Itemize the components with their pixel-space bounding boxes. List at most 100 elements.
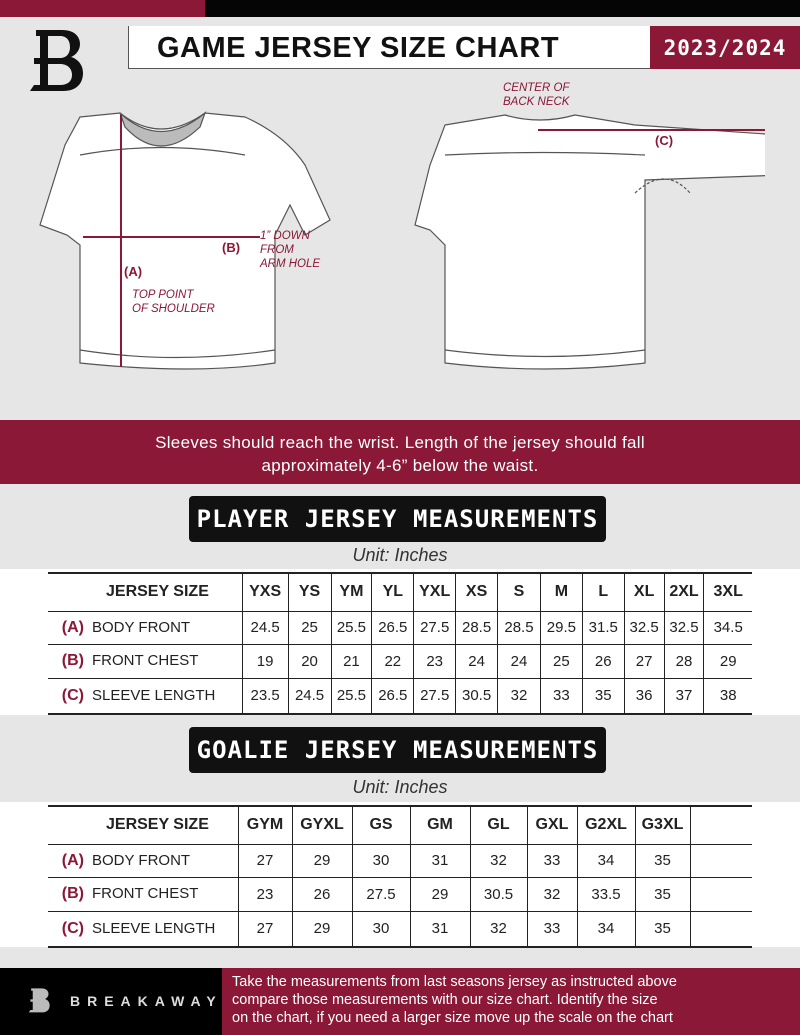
table-cell: 38 [703, 677, 752, 715]
size-header: GYM [237, 805, 293, 845]
breakaway-logo-icon [30, 30, 83, 91]
table-cell [689, 910, 752, 948]
row-label: (A) BODY FRONT [48, 843, 239, 878]
table-cell: 24 [497, 643, 541, 679]
table-cell: 29 [409, 876, 471, 912]
row-label: (B) FRONT CHEST [48, 876, 239, 912]
table-cell [689, 843, 752, 878]
label-c: (C) [655, 133, 674, 148]
size-header: GL [469, 805, 528, 845]
row-letter: (B) [61, 885, 84, 902]
table-cell: 37 [663, 677, 705, 715]
table-cell: 34 [576, 843, 636, 878]
row-letter: (A) [61, 618, 84, 636]
table-cell: 35 [634, 843, 691, 878]
note-c: CENTER OF BACK NECK [503, 82, 570, 108]
table-header-row: JERSEY SIZE GYM GYXL GS GM GL GXL G2XL G3XL [48, 805, 752, 845]
size-header: GM [409, 805, 471, 845]
size-header: L [581, 572, 625, 612]
table-row: (B) FRONT CHEST 23 26 27.5 29 30.5 32 33.5 35 [48, 876, 752, 912]
size-header: GYXL [291, 805, 353, 845]
instructions-band: Sleeves should reach the wrist. Length o… [0, 420, 800, 484]
table-cell: 28.5 [455, 610, 499, 645]
jersey-diagram [39, 111, 765, 370]
table-header-row: JERSEY SIZE YXS YS YM YL YXL XS S M L XL 2XL 3XL [48, 572, 752, 612]
table-cell: 33 [526, 910, 578, 948]
table-row: (A) BODY FRONT 24.5 25 25.5 26.5 27.5 28.5 28.5 2… [48, 610, 752, 645]
table-cell: 23 [237, 876, 293, 912]
player-unit: Unit: Inches [352, 545, 448, 565]
row-name: FRONT CHEST [92, 885, 199, 902]
table-cell: 32 [526, 876, 578, 912]
goalie-table: JERSEY SIZE GYM GYXL GS GM GL GXL G2XL G3XL (A) BO… [48, 805, 752, 948]
table-cell: 35 [634, 876, 691, 912]
size-header: S [497, 572, 541, 612]
table-row: (C) SLEEVE LENGTH 23.5 24.5 25.5 26.5 27.5 30.5… [48, 677, 752, 715]
table-cell: 24.5 [287, 677, 332, 715]
page-title: GAME JERSEY SIZE CHART [157, 32, 560, 64]
table-cell: 35 [634, 910, 691, 948]
table-cell: 33 [526, 843, 578, 878]
label-a: (A) [124, 264, 143, 279]
goalie-section-title: GOALIE JERSEY MEASUREMENTS [189, 727, 606, 773]
instruction-line: approximately 4-6” below the waist. [261, 456, 539, 475]
measurement-lines [83, 115, 765, 367]
table-cell: 32.5 [623, 610, 665, 645]
jersey-size-label: JERSEY SIZE [48, 805, 239, 845]
table-cell: 22 [371, 643, 415, 679]
size-header: 2XL [663, 572, 705, 612]
table-cell: 26.5 [371, 610, 415, 645]
note-b: 1” DOWN FROM ARM HOLE [260, 230, 321, 270]
instruction-line: Sleeves should reach the wrist. Length o… [155, 433, 645, 452]
table-cell: 26 [581, 643, 625, 679]
row-letter: (C) [61, 686, 84, 704]
table-cell: 30.5 [469, 876, 528, 912]
table-row: (B) FRONT CHEST 19 20 21 22 23 24 24 25 26 27 28 29 [48, 643, 752, 679]
row-letter: (C) [61, 919, 84, 937]
title-box: GAME JERSEY SIZE CHART [128, 26, 650, 69]
table-cell: 32 [469, 843, 528, 878]
footer-brand: BREAKAWAY [70, 993, 223, 1009]
size-header: XS [455, 572, 499, 612]
table-cell: 32 [497, 677, 541, 715]
table-cell: 23.5 [241, 677, 289, 715]
table-cell: 25.5 [330, 610, 373, 645]
table-cell: 34 [576, 910, 636, 948]
row-label: (C) SLEEVE LENGTH [48, 910, 239, 948]
size-header: YXS [241, 572, 289, 612]
table-cell: 23 [413, 643, 457, 679]
table-cell: 19 [241, 643, 289, 679]
table-cell: 33.5 [576, 876, 636, 912]
table-cell: 28.5 [497, 610, 541, 645]
table-cell: 20 [287, 643, 332, 679]
table-cell: 21 [330, 643, 373, 679]
size-header: G3XL [634, 805, 691, 845]
table-row: (A) BODY FRONT 27 29 30 31 32 33 34 35 [48, 843, 752, 878]
table-cell: 29 [291, 843, 353, 878]
footer-text: Take the measurements from last seasons … [222, 968, 800, 1035]
table-cell: 26.5 [371, 677, 415, 715]
table-cell: 31.5 [581, 610, 625, 645]
row-label: (A) BODY FRONT [48, 610, 243, 645]
size-header: GS [351, 805, 411, 845]
size-header: M [539, 572, 583, 612]
table-cell: 33 [539, 677, 583, 715]
table-cell: 29 [291, 910, 353, 948]
table-cell: 28 [663, 643, 705, 679]
size-header: G2XL [576, 805, 636, 845]
table-cell: 29 [703, 643, 752, 679]
table-cell: 27.5 [351, 876, 411, 912]
table-cell: 27.5 [413, 677, 457, 715]
size-header: XL [623, 572, 665, 612]
table-cell: 30 [351, 843, 411, 878]
goalie-unit: Unit: Inches [352, 777, 448, 797]
note-a: TOP POINT OF SHOULDER [132, 289, 215, 315]
table-cell: 27 [237, 843, 293, 878]
size-header: YXL [413, 572, 457, 612]
table-cell: 27 [237, 910, 293, 948]
size-header: 3XL [703, 572, 752, 612]
table-cell: 25 [539, 643, 583, 679]
table-cell: 36 [623, 677, 665, 715]
top-bar-red [0, 0, 205, 17]
jersey-size-label: JERSEY SIZE [48, 572, 243, 612]
